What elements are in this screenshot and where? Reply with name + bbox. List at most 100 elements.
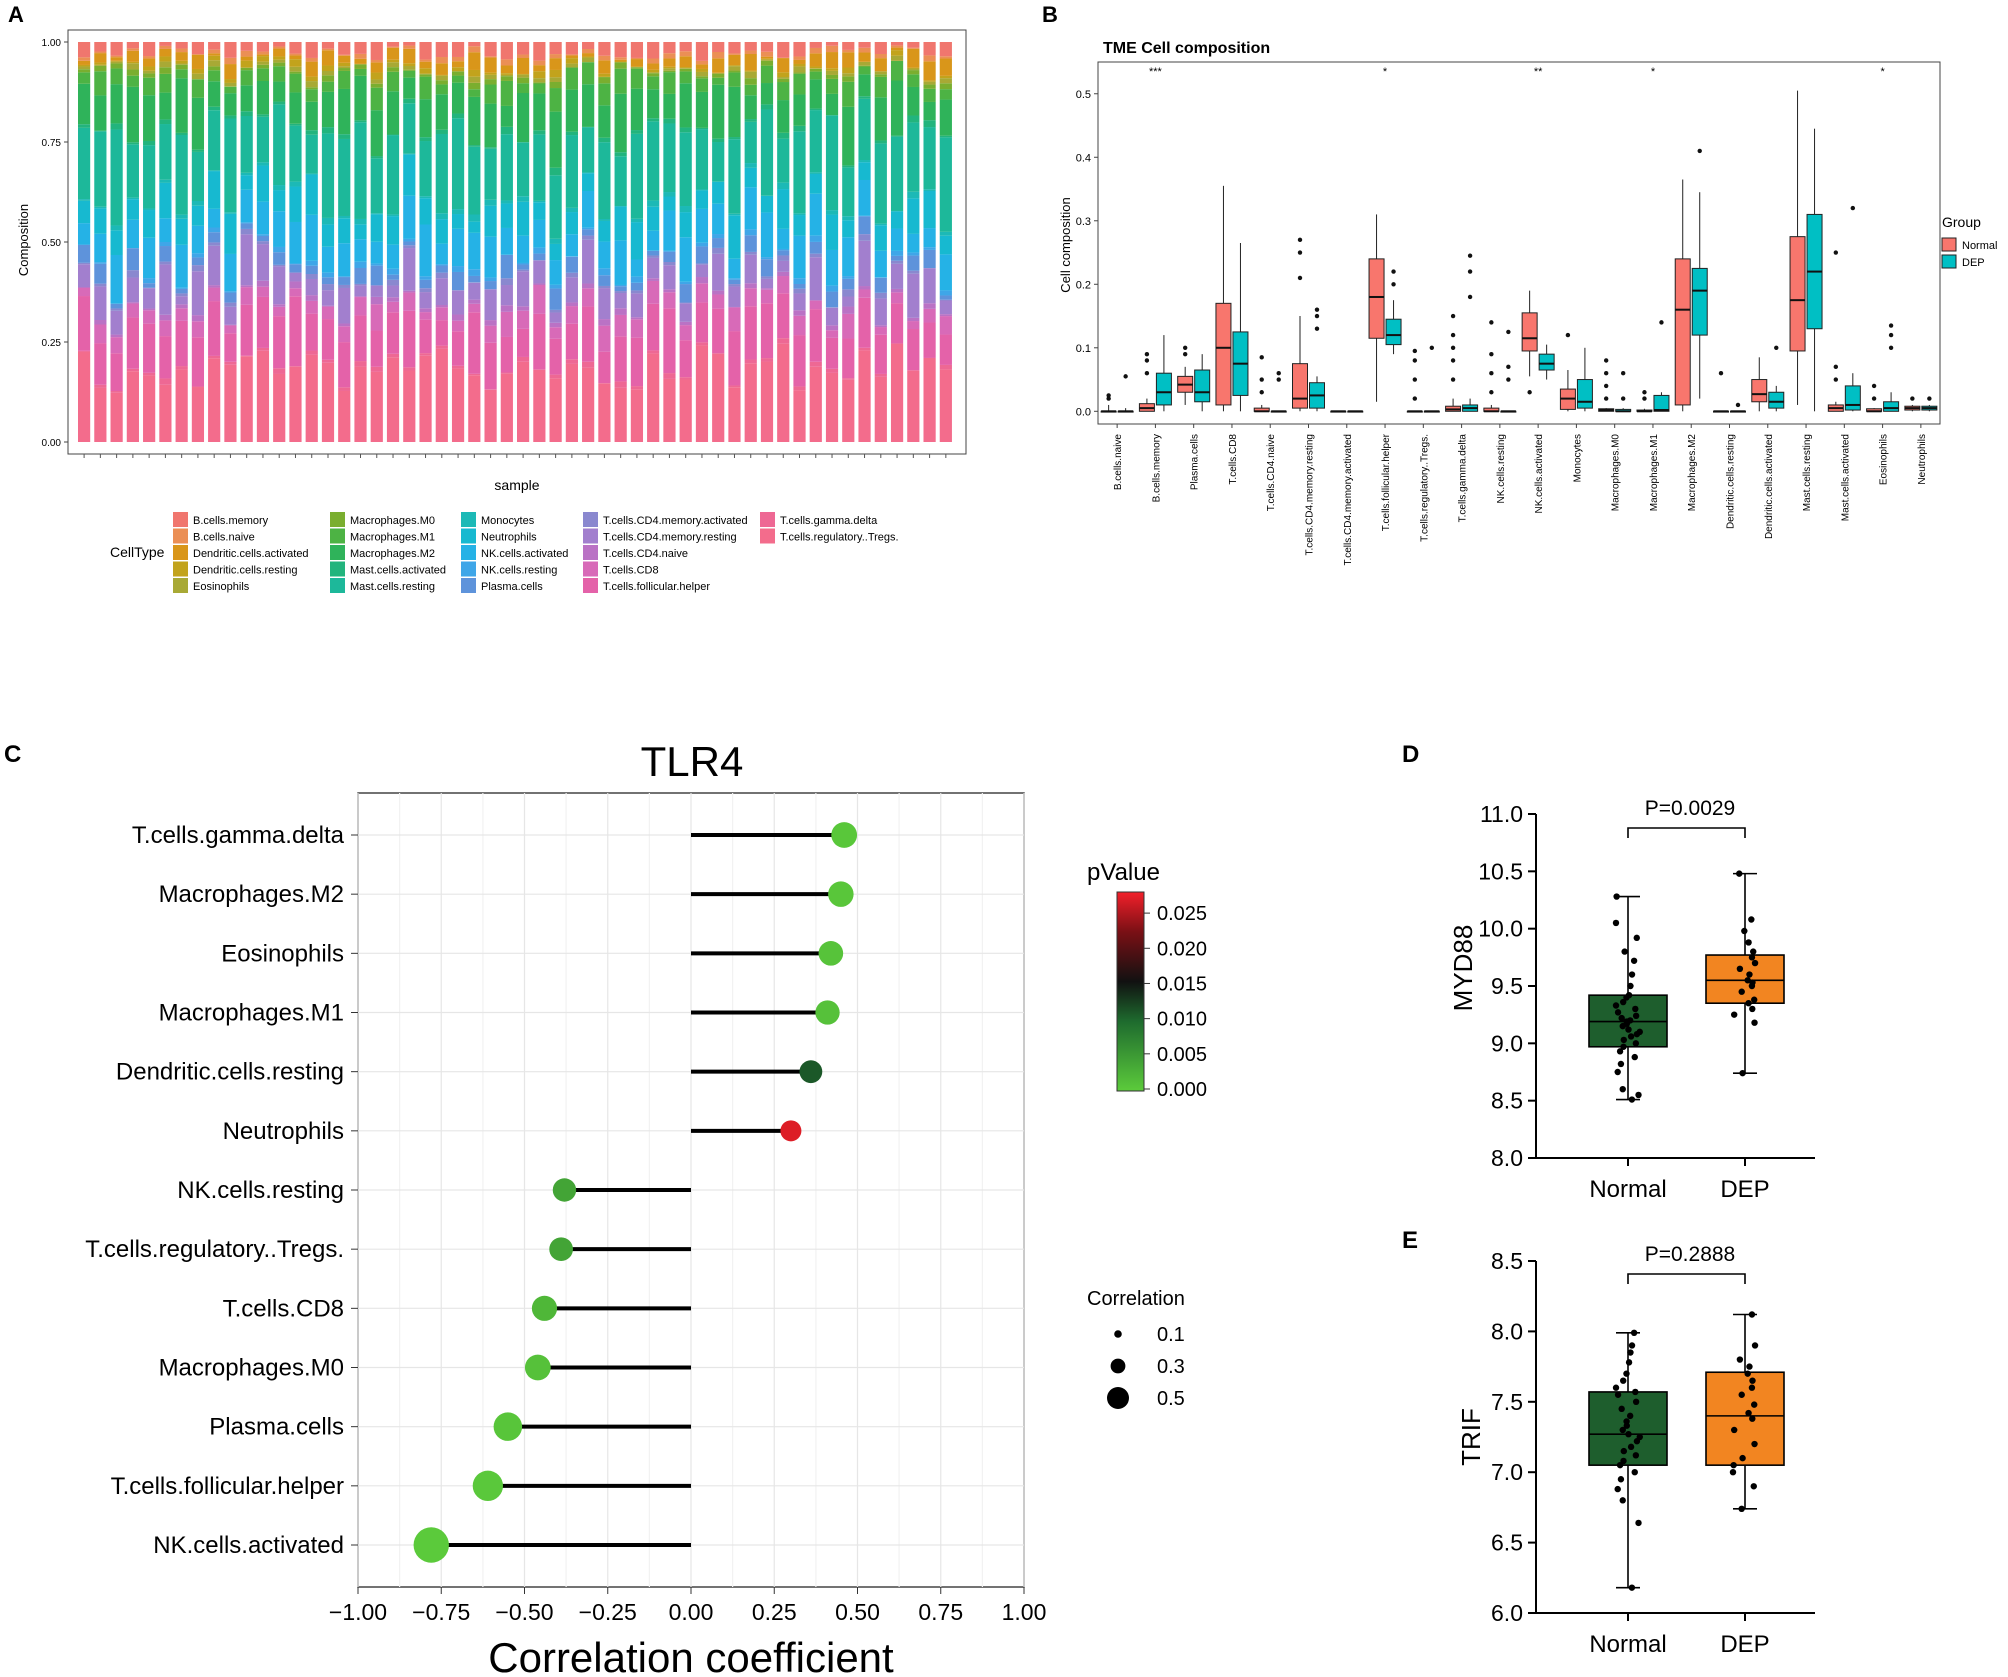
stacked-bar-segment <box>549 54 562 59</box>
stacked-bar-segment <box>695 208 709 243</box>
stacked-bar-segment <box>451 209 465 215</box>
stacked-bar-segment <box>744 363 757 442</box>
stacked-bar-segment <box>500 74 513 77</box>
stacked-bar-segment <box>94 286 107 321</box>
stacked-bar-segment <box>598 42 611 56</box>
stacked-bar-segment <box>500 134 513 201</box>
panel-b-significance: *** * ** * * <box>1149 66 1885 78</box>
stacked-bar-segment <box>191 265 205 272</box>
stacked-bar-segment <box>777 293 790 339</box>
stacked-bar-segment <box>565 67 578 90</box>
stacked-bar-segment <box>712 308 725 354</box>
outlier-point <box>1412 348 1418 354</box>
stacked-bar-segment <box>728 86 741 138</box>
stacked-bar-segment <box>191 337 205 387</box>
box <box>1155 372 1172 406</box>
colorbar-tick-label: 0.025 <box>1157 903 1207 925</box>
stacked-bar-segment <box>500 311 513 337</box>
stacked-bar-segment <box>451 228 465 267</box>
stacked-bar-segment <box>647 200 660 207</box>
data-point <box>1616 1048 1624 1055</box>
stacked-bar-segment <box>484 148 497 200</box>
legend-swatch <box>461 545 476 560</box>
stacked-bar-segment <box>842 76 855 82</box>
stacked-bar-segment <box>842 289 855 297</box>
panel-b-y-ticks: 0.00.10.20.30.40.5 <box>1076 89 1098 418</box>
stacked-bar-segment <box>809 42 822 48</box>
stacked-bar-segment <box>94 208 107 234</box>
stacked-bar-segment <box>695 189 709 191</box>
stacked-bar-segment <box>939 254 952 291</box>
stacked-bar-segment <box>240 50 253 57</box>
outlier-point <box>1467 269 1473 274</box>
outlier-point <box>1659 320 1664 325</box>
stacked-bar-segment <box>451 71 465 76</box>
stacked-bar-segment <box>858 234 871 241</box>
stacked-bar-segment <box>484 281 497 290</box>
stacked-bar-segment <box>842 49 855 53</box>
stacked-bar-segment <box>386 279 400 286</box>
stacked-bar-segment <box>419 137 432 142</box>
stacked-bar-segment <box>305 173 318 175</box>
stacked-bar-segment <box>858 215 871 217</box>
stacked-bar-segment <box>728 70 741 73</box>
correlation-legend-title: Correlation <box>1087 1288 1185 1310</box>
stacked-bar-segment <box>663 68 676 71</box>
stacked-bar-segment <box>517 54 530 58</box>
panel-e-x-dep: DEP <box>1720 1631 1769 1658</box>
stacked-bar-segment <box>565 256 578 257</box>
stacked-bar-segment <box>533 71 546 79</box>
stacked-bar-segment <box>159 241 172 247</box>
outlier-point <box>1144 351 1150 357</box>
stacked-bar-segment <box>386 135 400 215</box>
outlier-point <box>1910 396 1915 401</box>
stacked-bar-segment <box>289 92 302 124</box>
stacked-bar-segment <box>842 276 855 279</box>
stacked-bar-segment <box>549 111 562 168</box>
stacked-bar-segment <box>126 142 139 145</box>
stacked-bar-segment <box>695 129 709 190</box>
stacked-bar-segment <box>208 81 221 107</box>
stacked-bar-segment <box>126 368 139 372</box>
stacked-bar-segment <box>533 283 546 285</box>
stacked-bar-segment <box>403 70 416 78</box>
stacked-bar-segment <box>175 296 188 305</box>
stacked-bar-segment <box>126 50 139 62</box>
stacked-bar-segment <box>94 65 107 72</box>
stacked-bar-segment <box>712 84 725 139</box>
stacked-bar-segment <box>256 56 270 62</box>
stacked-bar-segment <box>712 58 725 73</box>
stacked-bar-segment <box>468 145 481 147</box>
outlier-point <box>1697 148 1702 154</box>
stacked-bar-segment <box>451 42 465 57</box>
stacked-bar-segment <box>907 270 920 274</box>
panel-c-x-ticks: −1.00 −0.75 −0.50 −0.25 0.00 0.25 0.50 0.75 1.00 <box>329 1587 1046 1625</box>
stacked-bar-segment <box>842 237 855 277</box>
stacked-bar-segment <box>809 241 822 254</box>
significance-mark: * <box>1651 66 1656 78</box>
stacked-bar-segment <box>614 62 627 69</box>
stacked-bar-segment <box>728 139 741 214</box>
stacked-bar-segment <box>695 277 709 284</box>
stacked-bar-segment <box>777 343 790 442</box>
stacked-bar-segment <box>549 175 562 239</box>
stacked-bar-segment <box>354 58 367 64</box>
stacked-bar-segment <box>728 279 741 285</box>
lollipop-point <box>831 822 858 848</box>
stacked-bar-segment <box>338 66 351 69</box>
data-point <box>1739 1454 1746 1462</box>
stacked-bar-segment <box>191 225 205 254</box>
stacked-bar-segment <box>484 325 497 343</box>
stacked-bar-segment <box>777 72 790 78</box>
stacked-bar-segment <box>468 89 481 97</box>
stacked-bar-segment <box>630 389 644 442</box>
legend-label: Mast.cells.activated <box>350 565 446 577</box>
stacked-bar-segment <box>419 74 432 77</box>
legend-label: T.cells.follicular.helper <box>603 581 710 593</box>
stacked-bar-segment <box>354 366 367 442</box>
stacked-bar-segment <box>663 289 676 293</box>
stacked-bar-segment <box>256 42 270 52</box>
stacked-bar-segment <box>744 251 757 255</box>
stacked-bar-segment <box>191 79 205 98</box>
stacked-bar-segment <box>939 75 952 79</box>
